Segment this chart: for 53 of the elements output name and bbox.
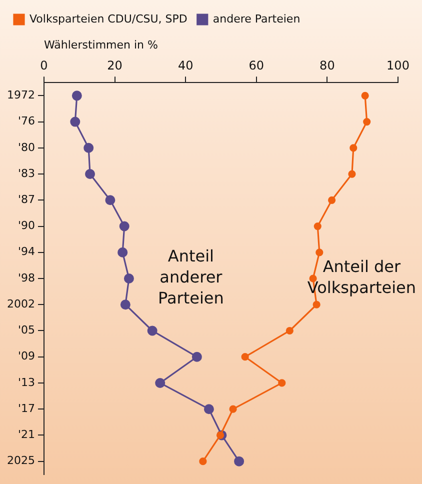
- x-tick-label: 20: [107, 58, 122, 73]
- x-axis-title: Wählerstimmen in %: [44, 38, 158, 52]
- y-tick-label: '87: [18, 193, 35, 206]
- point: [192, 352, 202, 362]
- point: [348, 170, 356, 178]
- point: [204, 404, 214, 414]
- x-tick-label: 0: [40, 58, 48, 73]
- point: [155, 378, 166, 388]
- point: [241, 353, 249, 361]
- point: [84, 142, 94, 153]
- y-tick-label: '94: [18, 245, 35, 258]
- point: [72, 90, 82, 101]
- y-tick-label: '13: [18, 376, 35, 389]
- point: [216, 431, 224, 440]
- x-tick-label: 100: [386, 58, 410, 73]
- point: [120, 300, 130, 310]
- point: [147, 326, 158, 336]
- legend-label: andere Parteien: [212, 12, 300, 26]
- annotation: Anteil anderer Parteien: [158, 246, 224, 308]
- point: [119, 221, 130, 232]
- point: [85, 169, 96, 180]
- y-tick-label: '09: [18, 350, 35, 363]
- point: [328, 196, 336, 204]
- y-tick-label: '80: [18, 140, 35, 154]
- point: [70, 116, 80, 127]
- legend-label: Volksparteien CDU/CSU, SPD: [30, 12, 188, 26]
- point: [229, 405, 237, 413]
- y-tick-label: '98: [18, 271, 35, 284]
- x-tick-label: 60: [248, 58, 264, 73]
- x-tick-label: 40: [178, 58, 194, 73]
- y-tick-label: '76: [18, 114, 35, 128]
- point: [199, 458, 207, 466]
- point: [312, 300, 320, 308]
- point: [234, 456, 244, 466]
- y-tick-label: 2002: [6, 297, 35, 310]
- y-tick-label: '90: [18, 219, 35, 232]
- point: [361, 92, 369, 100]
- point: [363, 118, 371, 126]
- point: [278, 379, 286, 387]
- y-tick-label: '05: [18, 324, 35, 337]
- point: [105, 195, 116, 206]
- y-tick-label: '83: [18, 166, 35, 180]
- point: [118, 247, 128, 258]
- y-tick-label: 2025: [6, 454, 35, 468]
- y-tick-label: '21: [18, 428, 35, 442]
- y-tick-label: '17: [18, 402, 35, 415]
- point: [314, 222, 322, 230]
- point: [350, 144, 358, 152]
- x-tick-label: 80: [320, 58, 335, 73]
- y-tick-label: 1972: [6, 88, 35, 102]
- point: [124, 274, 134, 284]
- point: [316, 248, 324, 256]
- point: [286, 326, 294, 335]
